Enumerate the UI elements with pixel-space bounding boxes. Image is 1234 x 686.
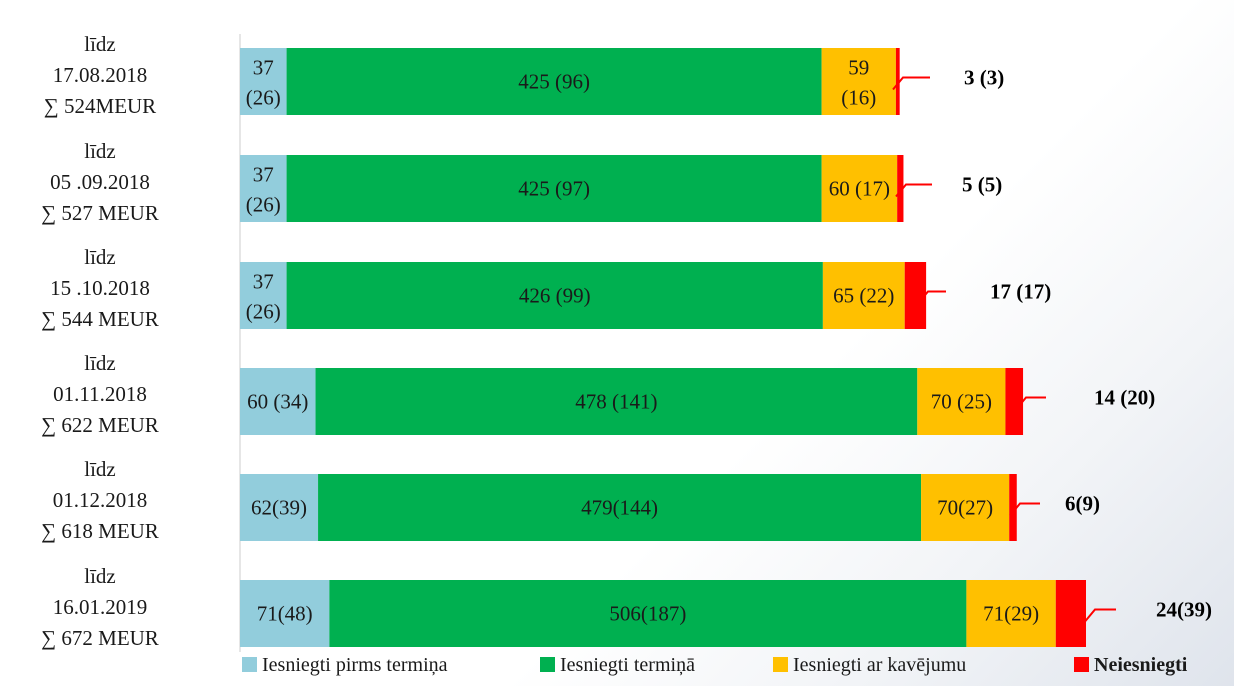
bar-segment [821, 48, 896, 115]
bar-segment [315, 368, 918, 435]
legend-swatch [773, 657, 788, 672]
data-label: 479(144) [581, 496, 658, 520]
category-label: līdz 17.08.2018 ∑ 524MEUR [44, 32, 156, 118]
callout-leader-line [917, 290, 946, 305]
category-label: līdz 05 .09.2018 ∑ 527 MEUR [41, 139, 159, 225]
bar-segment [318, 474, 922, 541]
legend-label: Iesniegti termiņā [560, 654, 695, 676]
legend: Iesniegti pirms termiņa Iesniegti termiņā… [242, 654, 1188, 676]
legend-label: Iesniegti pirms termiņa [262, 654, 448, 676]
legend-label: Iesniegti ar kavējumu [793, 654, 966, 676]
data-label: 70 (25) [931, 390, 992, 414]
bar-segment [240, 262, 287, 329]
data-label: 59 (16) [841, 56, 876, 110]
bar-segment [240, 474, 319, 541]
callout-leader-line [1084, 608, 1116, 623]
bar-segment [240, 580, 330, 647]
bar-segment [329, 580, 967, 647]
callout-leader-line [895, 183, 932, 198]
bar-segment [966, 580, 1056, 647]
callout-label: 6(9) [1065, 492, 1100, 516]
legend-item: Iesniegti pirms termiņa [242, 654, 448, 676]
data-label: 426 (99) [519, 284, 591, 308]
bar-segment [240, 48, 287, 115]
category-label: līdz 01.12.2018 ∑ 618 MEUR [41, 457, 159, 543]
bar-segment [1005, 368, 1024, 435]
data-label: 71(29) [983, 602, 1039, 626]
bar-segment [822, 262, 905, 329]
bars [240, 48, 1086, 647]
legend-swatch [540, 657, 555, 672]
bar-segment [240, 155, 287, 222]
bar-segment [240, 368, 316, 435]
category-label: līdz 15 .10.2018 ∑ 544 MEUR [41, 245, 159, 331]
bar-segment [904, 262, 927, 329]
data-label: 37 (26) [246, 270, 281, 324]
bar-segment [1009, 474, 1017, 541]
legend-item: Iesniegti ar kavējumu [773, 654, 966, 676]
bar-segment [895, 48, 900, 115]
data-label: 37 (26) [246, 163, 281, 217]
data-label: 60 (17) [829, 177, 890, 201]
data-label: 425 (97) [518, 177, 590, 201]
category-label: līdz 01.11.2018 ∑ 622 MEUR [41, 351, 159, 437]
callout-leader-line [892, 76, 930, 91]
data-label: 65 (22) [833, 284, 894, 308]
bar-segment [286, 262, 823, 329]
data-label: 37 (26) [246, 56, 281, 110]
category-labels: līdz 17.08.2018 ∑ 524MEUR līdz 05 .09.2018 ∑ … [41, 32, 159, 650]
data-label: 506(187) [609, 602, 686, 626]
legend-swatch [242, 657, 257, 672]
legend-label: Neiesniegti [1094, 654, 1188, 676]
callout-leader-line [1015, 396, 1046, 411]
data-label: 60 (34) [247, 390, 308, 414]
bar-segment [917, 368, 1006, 435]
callout-label: 24(39) [1156, 598, 1212, 622]
legend-item: Neiesniegti [1074, 654, 1188, 676]
callout-label: 17 (17) [990, 280, 1051, 304]
callout-leader-line [1009, 502, 1040, 517]
data-label: 70(27) [937, 496, 993, 520]
callouts: 3 (3) 5 (5) 17 (17) 14 (20) 6(9) 24(39) [892, 66, 1212, 623]
callout-label: 5 (5) [962, 173, 1002, 197]
segment-labels: 37 (26) 425 (96) 59 (16) 37 (26) 425 (97) 60 (17… [246, 56, 1039, 626]
data-label: 71(48) [257, 602, 313, 626]
bar-segment [286, 155, 822, 222]
legend-swatch [1074, 657, 1089, 672]
bar-segment [286, 48, 822, 115]
legend-item: Iesniegti termiņā [540, 654, 695, 676]
data-label: 62(39) [251, 496, 307, 520]
callout-label: 14 (20) [1094, 386, 1155, 410]
data-label: 478 (141) [575, 390, 657, 414]
bar-segment [1055, 580, 1086, 647]
category-label: līdz 16.01.2019 ∑ 672 MEUR [41, 564, 159, 650]
bar-segment [921, 474, 1010, 541]
callout-label: 3 (3) [964, 66, 1004, 90]
bar-segment [821, 155, 898, 222]
data-label: 425 (96) [518, 70, 590, 94]
bar-segment [897, 155, 904, 222]
